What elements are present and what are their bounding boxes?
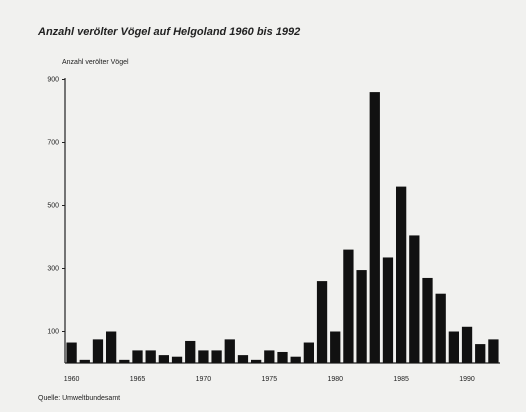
bar	[66, 342, 77, 363]
y-tick-label: 500	[47, 202, 59, 209]
bar	[422, 277, 433, 363]
source-note: Quelle: Umweltbundesamt	[38, 395, 120, 402]
x-tick-label: 1965	[130, 376, 146, 383]
bar	[224, 339, 235, 363]
x-tick-label: 1990	[459, 376, 475, 383]
bar	[395, 186, 407, 363]
x-tick-label: 1980	[327, 376, 343, 383]
bar	[92, 339, 104, 363]
y-tick-label: 700	[47, 139, 59, 146]
bar	[250, 359, 262, 363]
bar	[185, 340, 196, 363]
x-tick-label: 1985	[393, 376, 409, 383]
bar	[356, 270, 367, 363]
y-tick-label: 300	[47, 265, 59, 272]
bar	[448, 331, 460, 363]
bar	[198, 350, 209, 363]
bar	[277, 351, 288, 363]
bar	[382, 257, 394, 363]
bar	[303, 342, 315, 363]
bar	[105, 331, 117, 363]
bar	[461, 326, 473, 363]
bar	[330, 331, 341, 363]
bar	[237, 355, 249, 363]
y-tick-label: 100	[47, 328, 59, 335]
x-tick-label: 1975	[262, 376, 278, 383]
bar	[264, 350, 275, 363]
bar	[475, 344, 486, 363]
bar	[171, 356, 183, 363]
bar	[435, 293, 446, 363]
y-tick-label: 900	[47, 76, 59, 83]
bar	[290, 356, 301, 363]
bar	[409, 235, 420, 363]
bar	[145, 350, 156, 363]
y-axis-label: Anzahl verölter Vögel	[62, 59, 129, 66]
bar	[211, 350, 222, 363]
bar	[79, 359, 90, 363]
bar	[369, 92, 380, 363]
x-tick-label: 1960	[64, 376, 80, 383]
bar	[316, 281, 328, 363]
bar	[158, 355, 170, 363]
bar	[132, 350, 143, 363]
chart-title: Anzahl verölter Vögel auf Helgoland 1960…	[37, 26, 300, 38]
x-tick-label: 1970	[196, 376, 212, 383]
bar	[343, 249, 354, 363]
bar	[488, 339, 499, 363]
bar	[119, 359, 130, 363]
